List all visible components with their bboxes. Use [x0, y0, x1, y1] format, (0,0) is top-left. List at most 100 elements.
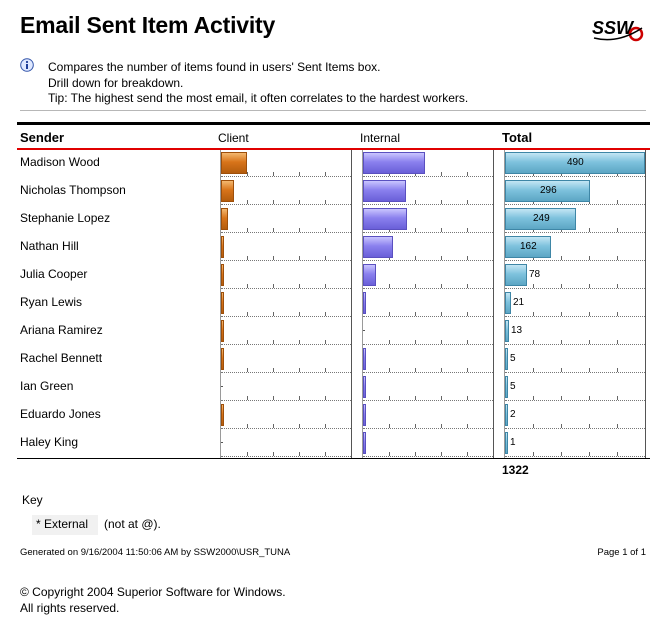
row-gridline [221, 428, 351, 429]
row-tick [415, 396, 416, 400]
row-tick [617, 200, 618, 204]
sender-name[interactable]: Ian Green [20, 379, 74, 393]
internal-bar[interactable] [363, 432, 366, 454]
total-bar[interactable] [505, 432, 508, 454]
sender-name[interactable]: Ariana Ramirez [20, 323, 103, 337]
client-bar[interactable] [221, 292, 224, 314]
row-gridline [505, 316, 645, 317]
sender-name[interactable]: Rachel Bennett [20, 351, 103, 365]
sender-name[interactable]: Ryan Lewis [20, 295, 83, 309]
row-tick [617, 396, 618, 400]
internal-bar[interactable] [363, 404, 366, 426]
row-gridline [221, 456, 351, 457]
row-tick [273, 256, 274, 260]
table-row[interactable]: Nicholas Thompson 296 [0, 178, 654, 206]
internal-empty-mark [363, 330, 365, 331]
total-bar[interactable] [505, 208, 576, 230]
client-track [221, 402, 351, 430]
row-tick [467, 228, 468, 232]
client-bar[interactable] [221, 264, 224, 286]
table-row[interactable]: Ariana Ramirez 13 [0, 318, 654, 346]
row-gridline [363, 288, 493, 289]
row-tick [561, 340, 562, 344]
internal-bar[interactable] [363, 152, 425, 174]
column-header-client[interactable]: Client [218, 131, 249, 145]
total-bar[interactable] [505, 320, 509, 342]
row-gridline [221, 344, 351, 345]
total-bar[interactable] [505, 376, 508, 398]
client-bar[interactable] [221, 180, 234, 202]
table-row[interactable]: Stephanie Lopez 249 [0, 206, 654, 234]
column-header-internal[interactable]: Internal [360, 131, 401, 145]
sender-name[interactable]: Nathan Hill [20, 239, 79, 253]
sender-name[interactable]: Julia Cooper [20, 267, 88, 281]
table-row[interactable]: Eduardo Jones 2 [0, 402, 654, 430]
row-tick [561, 200, 562, 204]
row-tick [561, 172, 562, 176]
client-bar[interactable] [221, 236, 224, 258]
internal-bar[interactable] [363, 180, 406, 202]
row-tick [533, 424, 534, 428]
sender-name[interactable]: Eduardo Jones [20, 407, 101, 421]
column-header-sender[interactable]: Sender [20, 130, 65, 145]
client-bar[interactable] [221, 152, 247, 174]
total-bar[interactable] [505, 152, 645, 174]
row-tick [617, 256, 618, 260]
internal-bar[interactable] [363, 208, 407, 230]
row-gridline [363, 176, 493, 177]
row-tick [589, 396, 590, 400]
row-tick [589, 368, 590, 372]
total-bar[interactable] [505, 348, 508, 370]
key-title: Key [22, 493, 43, 507]
row-tick [467, 452, 468, 456]
row-tick [273, 340, 274, 344]
sender-name[interactable]: Madison Wood [20, 155, 100, 169]
row-tick [247, 256, 248, 260]
internal-bar[interactable] [363, 264, 376, 286]
row-gridline [505, 288, 645, 289]
row-tick [589, 312, 590, 316]
row-tick [561, 312, 562, 316]
table-row[interactable]: Julia Cooper 78 [0, 262, 654, 290]
table-row[interactable]: Haley King 1 [0, 430, 654, 458]
client-bar[interactable] [221, 348, 224, 370]
total-bar[interactable] [505, 404, 508, 426]
row-tick [467, 340, 468, 344]
client-bar[interactable] [221, 320, 224, 342]
table-row[interactable]: Rachel Bennett 5 [0, 346, 654, 374]
total-bar[interactable] [505, 236, 551, 258]
internal-bar[interactable] [363, 376, 366, 398]
internal-bar[interactable] [363, 236, 393, 258]
table-row[interactable]: Ryan Lewis 21 [0, 290, 654, 318]
row-tick [247, 284, 248, 288]
total-bar[interactable] [505, 292, 511, 314]
description-line: Drill down for breakdown. [48, 75, 184, 90]
row-tick [467, 312, 468, 316]
table-row[interactable]: Madison Wood 490 [0, 150, 654, 178]
table-row[interactable]: Ian Green 5 [0, 374, 654, 402]
row-tick [533, 256, 534, 260]
row-tick [247, 340, 248, 344]
sender-name[interactable]: Stephanie Lopez [20, 211, 111, 225]
row-tick [299, 312, 300, 316]
row-tick [533, 284, 534, 288]
key-item-box [32, 515, 98, 535]
column-header-total[interactable]: Total [502, 130, 533, 145]
internal-bar[interactable] [363, 292, 366, 314]
client-bar[interactable] [221, 208, 228, 230]
table-row[interactable]: Nathan Hill 162 [0, 234, 654, 262]
sender-name[interactable]: Nicholas Thompson [20, 183, 126, 197]
client-bar[interactable] [221, 404, 224, 426]
row-tick [415, 228, 416, 232]
row-gridline [505, 260, 645, 261]
row-tick [389, 396, 390, 400]
client-track [221, 290, 351, 318]
total-bar[interactable] [505, 180, 590, 202]
total-bar[interactable] [505, 264, 527, 286]
internal-track [363, 206, 493, 234]
row-tick [441, 284, 442, 288]
internal-bar[interactable] [363, 348, 366, 370]
row-tick [389, 340, 390, 344]
sender-name[interactable]: Haley King [20, 435, 79, 449]
total-value-label: 5 [510, 353, 516, 364]
